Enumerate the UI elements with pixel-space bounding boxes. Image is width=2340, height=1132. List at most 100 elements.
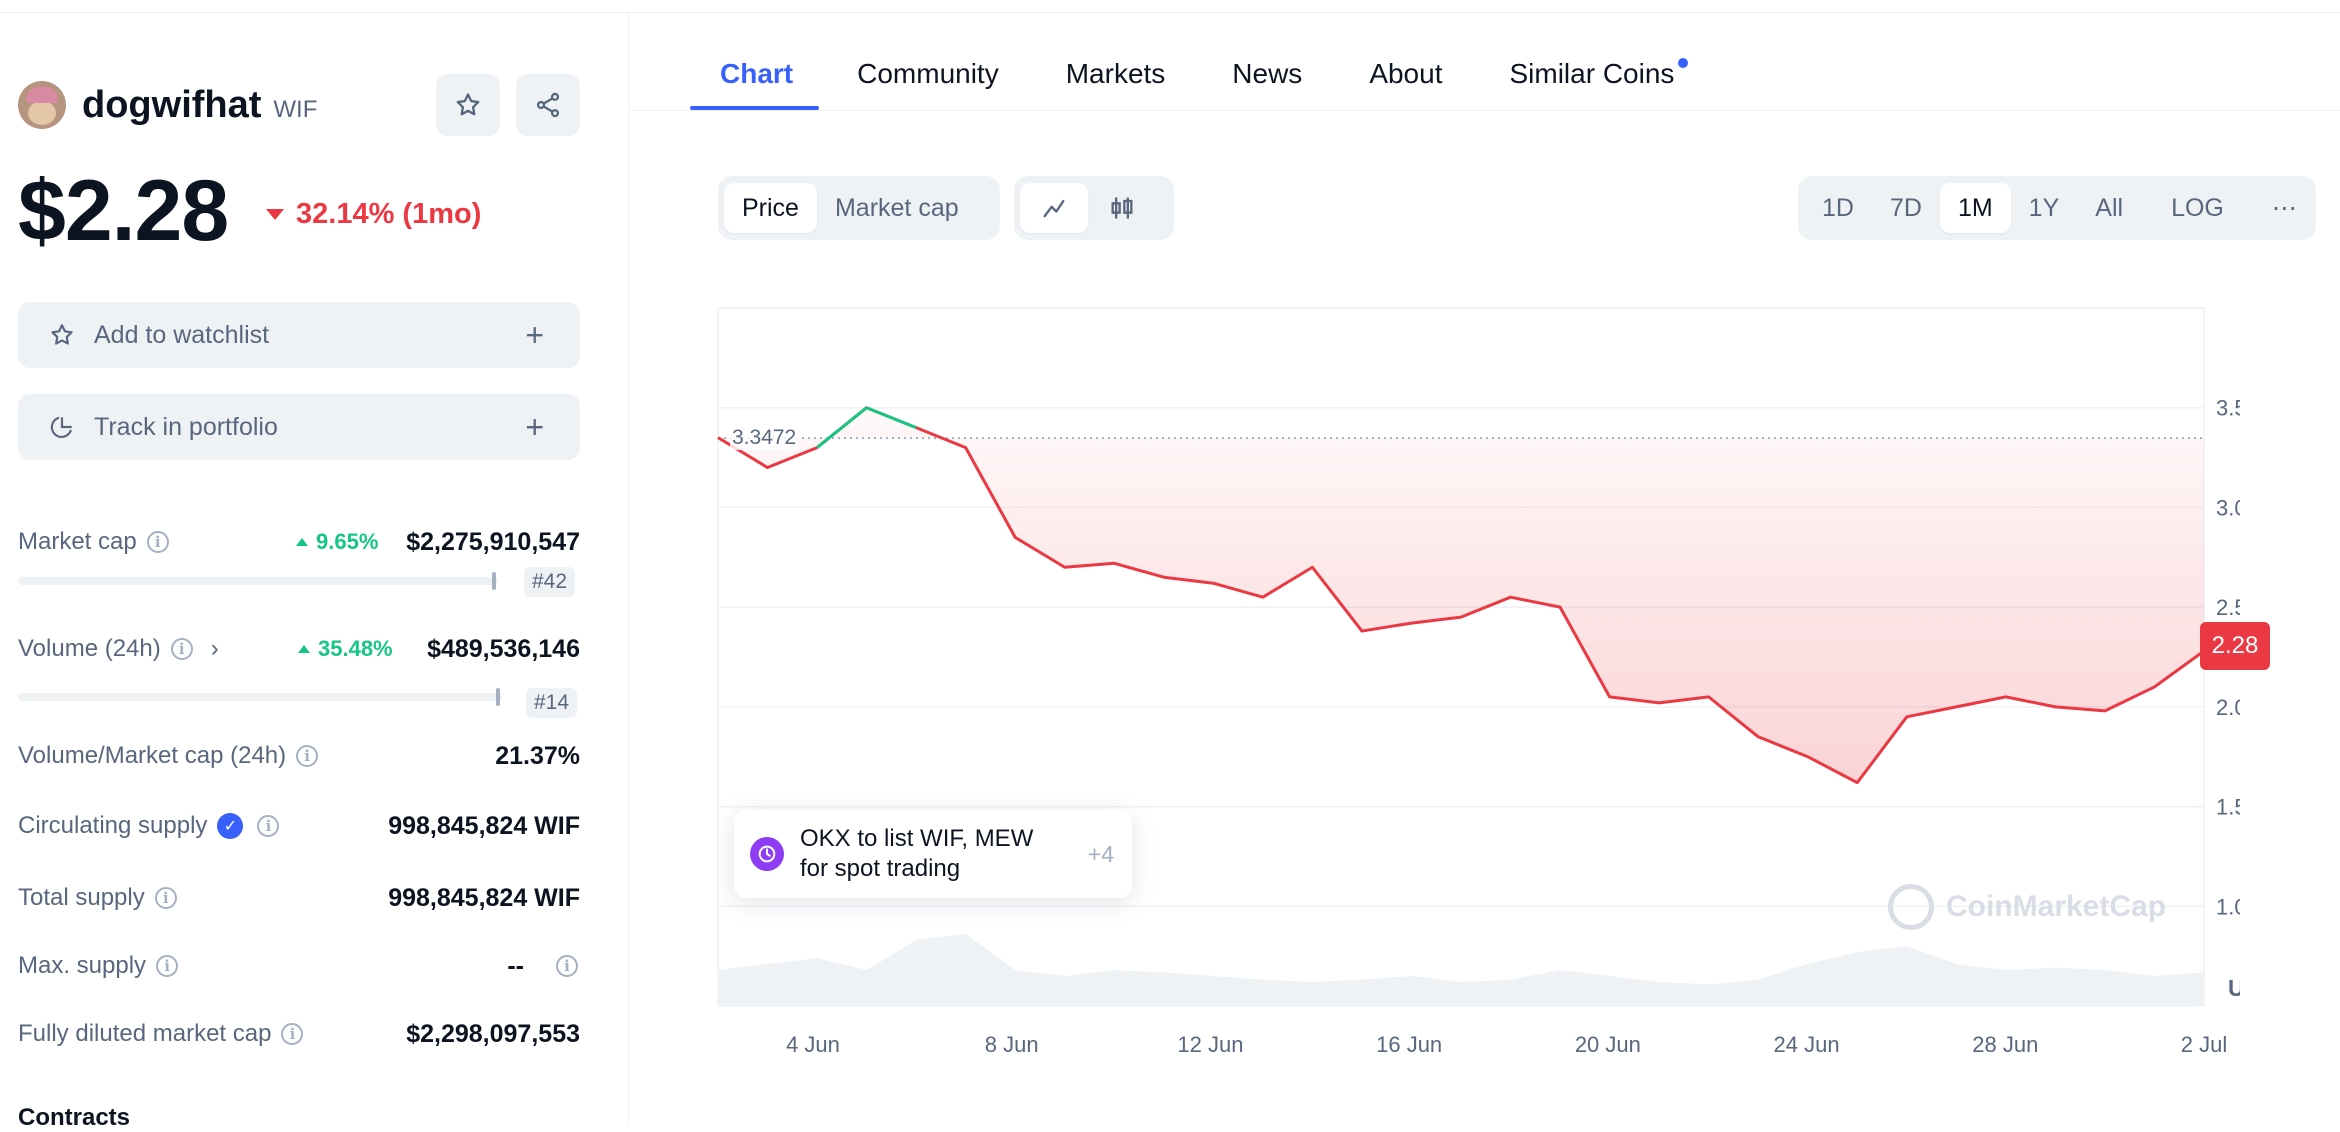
x-tick-label: 20 Jun <box>1575 1032 1641 1057</box>
y-tick-label: 1.50 <box>2216 795 2240 820</box>
price-line-up-segment <box>816 406 868 449</box>
price-line-up-segment <box>866 406 917 430</box>
news-tooltip-more: +4 <box>1087 840 1114 867</box>
star-button[interactable] <box>436 74 500 136</box>
plus-icon: + <box>525 408 544 445</box>
watermark: CoinMarketCap <box>1888 884 2166 930</box>
x-tick-label: 28 Jun <box>1972 1032 2038 1057</box>
price-toggle[interactable]: Price <box>724 183 817 233</box>
tab-similar-coins[interactable]: Similar Coins <box>1509 50 1689 112</box>
x-tick-label: 4 Jun <box>786 1032 840 1057</box>
tab-about[interactable]: About <box>1369 58 1443 89</box>
contracts-heading: Contracts <box>18 1104 131 1131</box>
volume-value: $489,536,146 <box>427 634 580 663</box>
history-icon <box>750 837 784 871</box>
chart-type-toggle: Price Market cap <box>718 176 1000 240</box>
tab-news[interactable]: News <box>1232 58 1303 89</box>
range-all[interactable]: All <box>2095 193 2124 222</box>
panel-divider <box>628 12 629 1126</box>
candlestick-button[interactable] <box>1088 183 1156 233</box>
caret-up-icon <box>298 645 310 653</box>
top-bar <box>0 0 2340 13</box>
price-chart-svg: 3.50 3.00 2.50 2.00 1.50 1.00 4 Jun 8 Jun 12 Jun… <box>717 307 2277 1057</box>
share-icon <box>536 92 560 118</box>
volume-rank: #14 <box>526 688 578 718</box>
market-cap-bar <box>18 572 498 590</box>
coin-name: dogwifhat <box>82 83 262 126</box>
track-in-portfolio-button[interactable]: Track in portfolio + <box>18 394 580 460</box>
market-cap-toggle[interactable]: Market cap <box>834 193 959 222</box>
new-dot-icon <box>1678 58 1689 68</box>
volume-bar <box>18 688 502 706</box>
total-supply-value: 998,845,824 WIF <box>388 883 580 912</box>
y-tick-label: 3.00 <box>2216 495 2240 520</box>
fdmc-value: $2,298,097,553 <box>406 1019 580 1048</box>
range-7d[interactable]: 7D <box>1889 193 1922 222</box>
market-cap-change-value: 9.65% <box>316 529 379 554</box>
reference-price-label: 3.3472 <box>730 426 799 450</box>
tab-community[interactable]: Community <box>857 58 999 89</box>
add-to-watchlist-button[interactable]: Add to watchlist + <box>18 302 580 368</box>
vol-mcap-label: Volume/Market cap (24h) <box>18 742 287 769</box>
coin-logo <box>18 81 66 129</box>
fdmc-label: Fully diluted market cap <box>18 1020 272 1047</box>
pie-chart-icon <box>48 413 76 441</box>
volume-change-value: 35.48% <box>318 636 393 661</box>
y-tick-label: 3.50 <box>2216 396 2240 421</box>
price-change: 32.14% (1mo) <box>266 198 481 231</box>
info-icon[interactable]: i <box>281 1023 304 1045</box>
x-tick-label: 2 Jul <box>2181 1032 2227 1057</box>
x-tick-label: 16 Jun <box>1376 1032 1442 1057</box>
total-supply-label: Total supply <box>18 884 145 911</box>
tab-chart[interactable]: Chart <box>689 50 820 112</box>
info-icon[interactable]: i <box>156 955 179 977</box>
info-icon[interactable]: i <box>154 887 177 909</box>
volume-change: 35.48% <box>298 636 393 662</box>
coin-tabs: Chart Community Markets News About Simil… <box>689 50 1741 112</box>
watchlist-label: Add to watchlist <box>94 320 270 349</box>
star-icon <box>456 93 480 116</box>
coin-symbol: WIF <box>273 96 318 123</box>
star-icon <box>48 321 76 349</box>
max-supply-value: -- <box>507 951 524 980</box>
market-cap-bar-marker <box>492 572 496 590</box>
info-icon[interactable]: i <box>170 638 193 660</box>
info-icon[interactable]: i <box>257 815 280 837</box>
caret-up-icon <box>296 538 308 546</box>
price-change-value: 32.14% (1mo) <box>296 198 482 230</box>
tab-markets[interactable]: Markets <box>1065 58 1166 89</box>
market-cap-change: 9.65% <box>296 529 378 555</box>
volume-label: Volume (24h) <box>18 635 161 662</box>
x-tick-label: 8 Jun <box>985 1032 1039 1057</box>
watermark-text: CoinMarketCap <box>1946 890 2167 923</box>
share-button[interactable] <box>516 74 580 136</box>
coin-price: $2.28 <box>18 163 229 259</box>
caret-down-icon <box>266 209 284 220</box>
range-1d[interactable]: 1D <box>1822 193 1854 222</box>
market-cap-label: Market cap <box>18 528 137 555</box>
chevron-right-icon[interactable]: › <box>210 635 219 662</box>
news-tooltip[interactable]: OKX to list WIF, MEW for spot trading +4 <box>734 810 1132 898</box>
log-scale-button[interactable]: LOG <box>2171 193 2224 222</box>
market-cap-value: $2,275,910,547 <box>406 527 580 556</box>
vol-mcap-row: Volume/Market cap (24h) i 21.37% <box>18 738 580 774</box>
circulating-supply-value: 998,845,824 WIF <box>388 811 580 840</box>
chart-style-toggle <box>1014 176 1174 240</box>
coin-sidebar: dogwifhat WIF $2.28 32.14% (1mo) Add to … <box>0 12 628 1131</box>
price-chart[interactable]: 3.50 3.00 2.50 2.00 1.50 1.00 4 Jun 8 Jun 12 Jun… <box>716 306 2277 1096</box>
info-icon[interactable]: i <box>296 745 319 767</box>
range-1y[interactable]: 1Y <box>2028 193 2060 222</box>
vol-mcap-value: 21.37% <box>495 741 580 770</box>
line-chart-button[interactable] <box>1020 183 1088 233</box>
current-price-tag: 2.28 <box>2200 622 2270 670</box>
coinmarketcap-logo-icon <box>1888 884 1934 930</box>
info-icon[interactable]: i <box>146 531 169 553</box>
volume-bar-marker <box>496 688 500 706</box>
info-icon[interactable]: i <box>556 955 578 977</box>
tabs-divider <box>629 110 2340 111</box>
market-cap-rank: #42 <box>524 567 576 597</box>
range-1m[interactable]: 1M <box>1939 183 2011 233</box>
circulating-supply-row: Circulating supply ✓ i 998,845,824 WIF <box>18 808 580 844</box>
more-options-button[interactable]: ⋯ <box>2271 194 2297 222</box>
total-supply-row: Total supply i 998,845,824 WIF <box>18 880 580 916</box>
